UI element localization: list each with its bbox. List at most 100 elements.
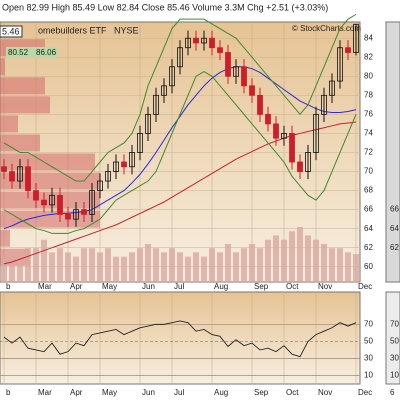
volume-by-price-bar <box>0 172 100 190</box>
x-tick-label: Sep <box>254 282 269 291</box>
right-tick-label: 62 <box>390 243 399 252</box>
volume-bar <box>217 252 223 282</box>
x-tick-label: Nov <box>318 282 332 291</box>
candle-body <box>257 94 263 115</box>
x-tick-label: Dec <box>358 388 372 397</box>
volume-by-price-bar <box>0 96 50 114</box>
x-tick-label: Jun <box>142 388 155 397</box>
x-tick-label: Mar <box>38 388 52 397</box>
candle-body <box>73 209 79 220</box>
y-tick-label: 76 <box>364 109 373 118</box>
candle-body <box>105 171 111 182</box>
volume-bar <box>273 235 279 282</box>
candle-body <box>289 133 295 163</box>
x-tick-label: Jul <box>174 388 184 397</box>
right-tick-label: 66 <box>390 205 399 214</box>
volume-by-price-bar <box>0 153 95 171</box>
last-price: 5.46 <box>2 26 20 36</box>
volume-by-price-bar <box>0 77 45 95</box>
candle-body <box>17 166 23 182</box>
volume-bar <box>281 239 287 282</box>
x-tick-label: b <box>6 282 11 291</box>
volume-bar <box>209 248 215 282</box>
overlay-line <box>3 13 357 182</box>
candle-body <box>329 80 335 96</box>
candle-body <box>209 37 215 49</box>
candle-body <box>249 85 255 96</box>
vbp-low: 80.52 <box>8 48 29 57</box>
right-tick-label: 64 <box>390 224 399 233</box>
right-rsi-tick-label: 10 <box>390 371 399 380</box>
volume-bar <box>33 248 39 282</box>
volume-bar <box>265 239 271 282</box>
volume-bar <box>105 248 111 282</box>
volume-bar <box>337 248 343 282</box>
volume-bar <box>137 248 143 282</box>
candle-body <box>25 166 31 191</box>
y-tick-label: 68 <box>364 186 373 195</box>
volume-bar <box>113 256 119 282</box>
candle-body <box>225 52 231 77</box>
volume-bar <box>353 254 359 282</box>
x-tick-label: Aug <box>214 282 228 291</box>
volume-bar <box>329 248 335 282</box>
volume-bar <box>1 256 7 282</box>
candle-body <box>153 94 159 115</box>
candle-body <box>97 180 103 191</box>
right-panel <box>385 21 400 283</box>
candle-body <box>49 194 55 206</box>
x-tick-label: Oct <box>286 282 299 291</box>
volume-bar <box>257 248 263 282</box>
volume-bar <box>193 252 199 282</box>
volume-bar <box>65 252 71 282</box>
volume-bar <box>313 239 319 282</box>
volume-bar <box>169 248 175 282</box>
y-tick-label: 60 <box>364 262 373 271</box>
last-price-tag <box>0 25 23 38</box>
volume-bar <box>57 248 63 282</box>
candle-body <box>121 161 127 168</box>
credit: © StockCharts.com <box>292 24 361 33</box>
volume-bar <box>17 256 23 282</box>
candle-body <box>337 47 343 82</box>
volume-bar <box>129 252 135 282</box>
right-rsi-panel <box>385 291 400 385</box>
candle-body <box>321 94 327 115</box>
candle-body <box>81 209 87 215</box>
volume-bar <box>161 252 167 282</box>
candle-body <box>145 113 151 134</box>
y-tick-label: 80 <box>364 71 373 80</box>
candle-body <box>241 66 247 87</box>
volume-bar <box>145 243 151 282</box>
candle-body <box>201 37 207 44</box>
right-x-label: 6 <box>390 388 395 397</box>
volume-bar <box>241 248 247 282</box>
candle-body <box>217 47 223 53</box>
candle-body <box>57 194 63 215</box>
candle-body <box>297 161 303 172</box>
volume-by-price-bar <box>0 191 100 209</box>
candle-body <box>265 113 271 125</box>
volume-bar <box>345 252 351 282</box>
volume-bar <box>9 252 15 282</box>
candle-body <box>185 37 191 49</box>
volume-bar <box>121 256 127 282</box>
candle-body <box>129 152 135 168</box>
volume-bar <box>321 243 327 282</box>
volume-bar <box>25 248 31 282</box>
candle-body <box>137 133 143 153</box>
x-tick-label: Jul <box>174 282 184 291</box>
candle-body <box>113 161 119 172</box>
x-tick-label: Aug <box>214 388 228 397</box>
volume-by-price-bar <box>0 229 10 247</box>
quote: Open 82.99 High 85.49 Low 82.84 Close 85… <box>2 2 328 12</box>
x-tick-label: Dec <box>358 282 372 291</box>
candle-body <box>345 47 351 53</box>
x-tick-label: May <box>102 282 117 291</box>
candle-body <box>353 23 359 53</box>
volume-bar <box>233 252 239 282</box>
volume-by-price-bar <box>0 134 40 152</box>
x-tick-label: Apr <box>70 282 83 291</box>
candle-body <box>305 152 311 172</box>
candle-body <box>313 113 319 153</box>
